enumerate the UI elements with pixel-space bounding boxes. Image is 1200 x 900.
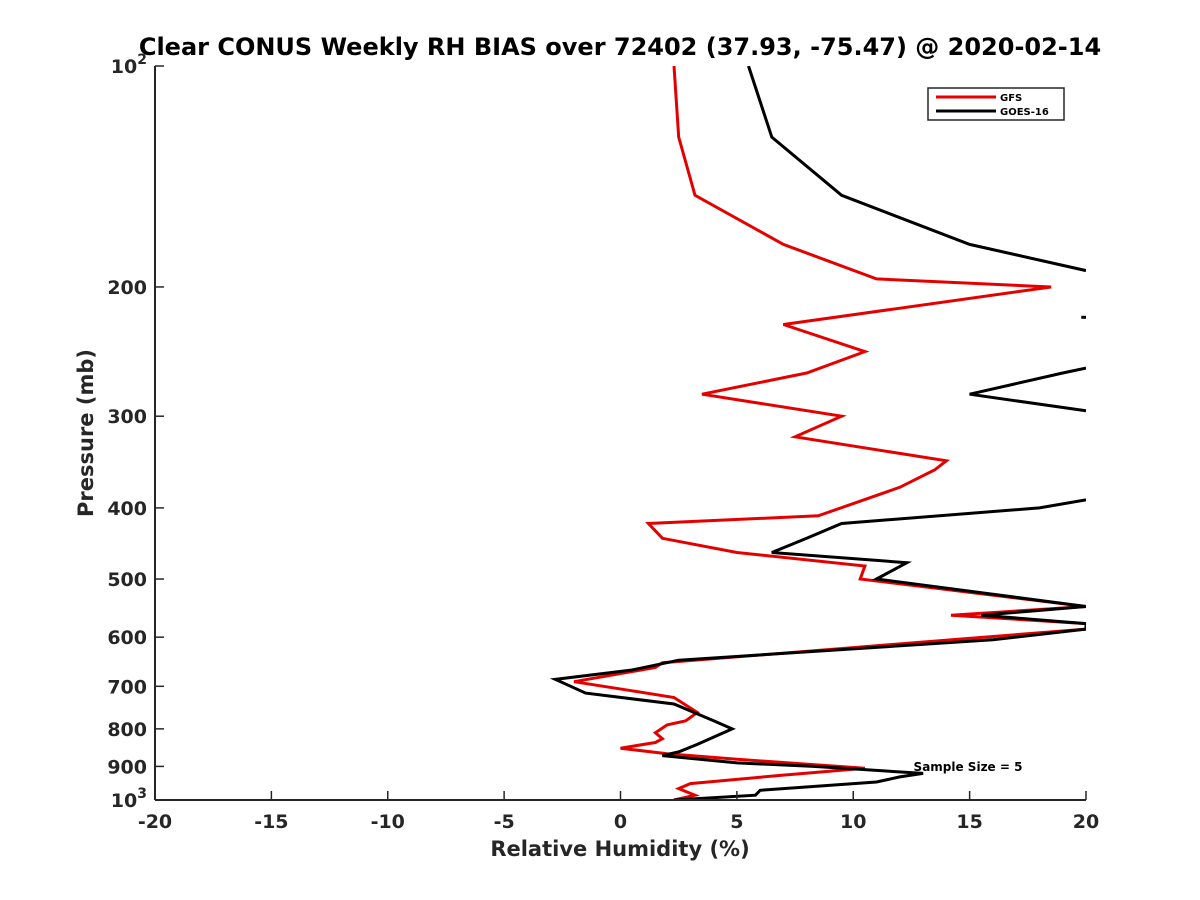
plot-area: Sample Size = 5 -20 -15 -10 -5 0 5 10 15 20 102 20… — [107, 52, 1099, 833]
axes-layer: -20 -15 -10 -5 0 5 10 15 20 102 200 300 400 500 600 700… — [107, 52, 1099, 833]
y-axis-label: Pressure (mb) — [74, 349, 98, 517]
y-tick-label: 500 — [107, 569, 147, 591]
y-tick-label: 600 — [107, 627, 147, 649]
sample-size-annotation: Sample Size = 5 — [914, 760, 1023, 774]
legend-label: GOES-16 — [1000, 107, 1049, 118]
annotation-layer: Sample Size = 5 — [914, 760, 1023, 774]
x-axis-label: Relative Humidity (%) — [490, 837, 749, 861]
series-line-goes-16-2 — [969, 366, 1086, 413]
x-tick-label: 15 — [956, 811, 982, 833]
series-layer — [549, 66, 1086, 800]
series-line-goes-16-3 — [549, 498, 1086, 800]
legend-box — [927, 87, 1065, 121]
y-tick-label: 200 — [107, 277, 147, 299]
x-tick-label: -15 — [254, 811, 288, 833]
series-line-goes-16-0 — [747, 66, 1086, 273]
x-tick-label: -5 — [494, 811, 515, 833]
y-tick-label: 400 — [107, 498, 147, 520]
x-tick-label: 10 — [840, 811, 866, 833]
y-tick-label: 103 — [111, 786, 147, 812]
y-tick-label: 800 — [107, 719, 147, 741]
x-tick-label: -20 — [138, 811, 172, 833]
y-tick-label: 900 — [107, 756, 147, 778]
x-tick-label: 20 — [1073, 811, 1099, 833]
x-tick-label: 5 — [730, 811, 743, 833]
chart-title: Clear CONUS Weekly RH BIAS over 72402 (3… — [139, 33, 1101, 61]
y-tick-label: 700 — [107, 676, 147, 698]
x-tick-label: 0 — [614, 811, 627, 833]
y-tick-label: 300 — [107, 406, 147, 428]
legend: GFS GOES-16 — [927, 87, 1065, 121]
y-tick-label: 102 — [111, 52, 147, 78]
legend-label: GFS — [1000, 93, 1022, 104]
x-tick-label: -10 — [371, 811, 405, 833]
